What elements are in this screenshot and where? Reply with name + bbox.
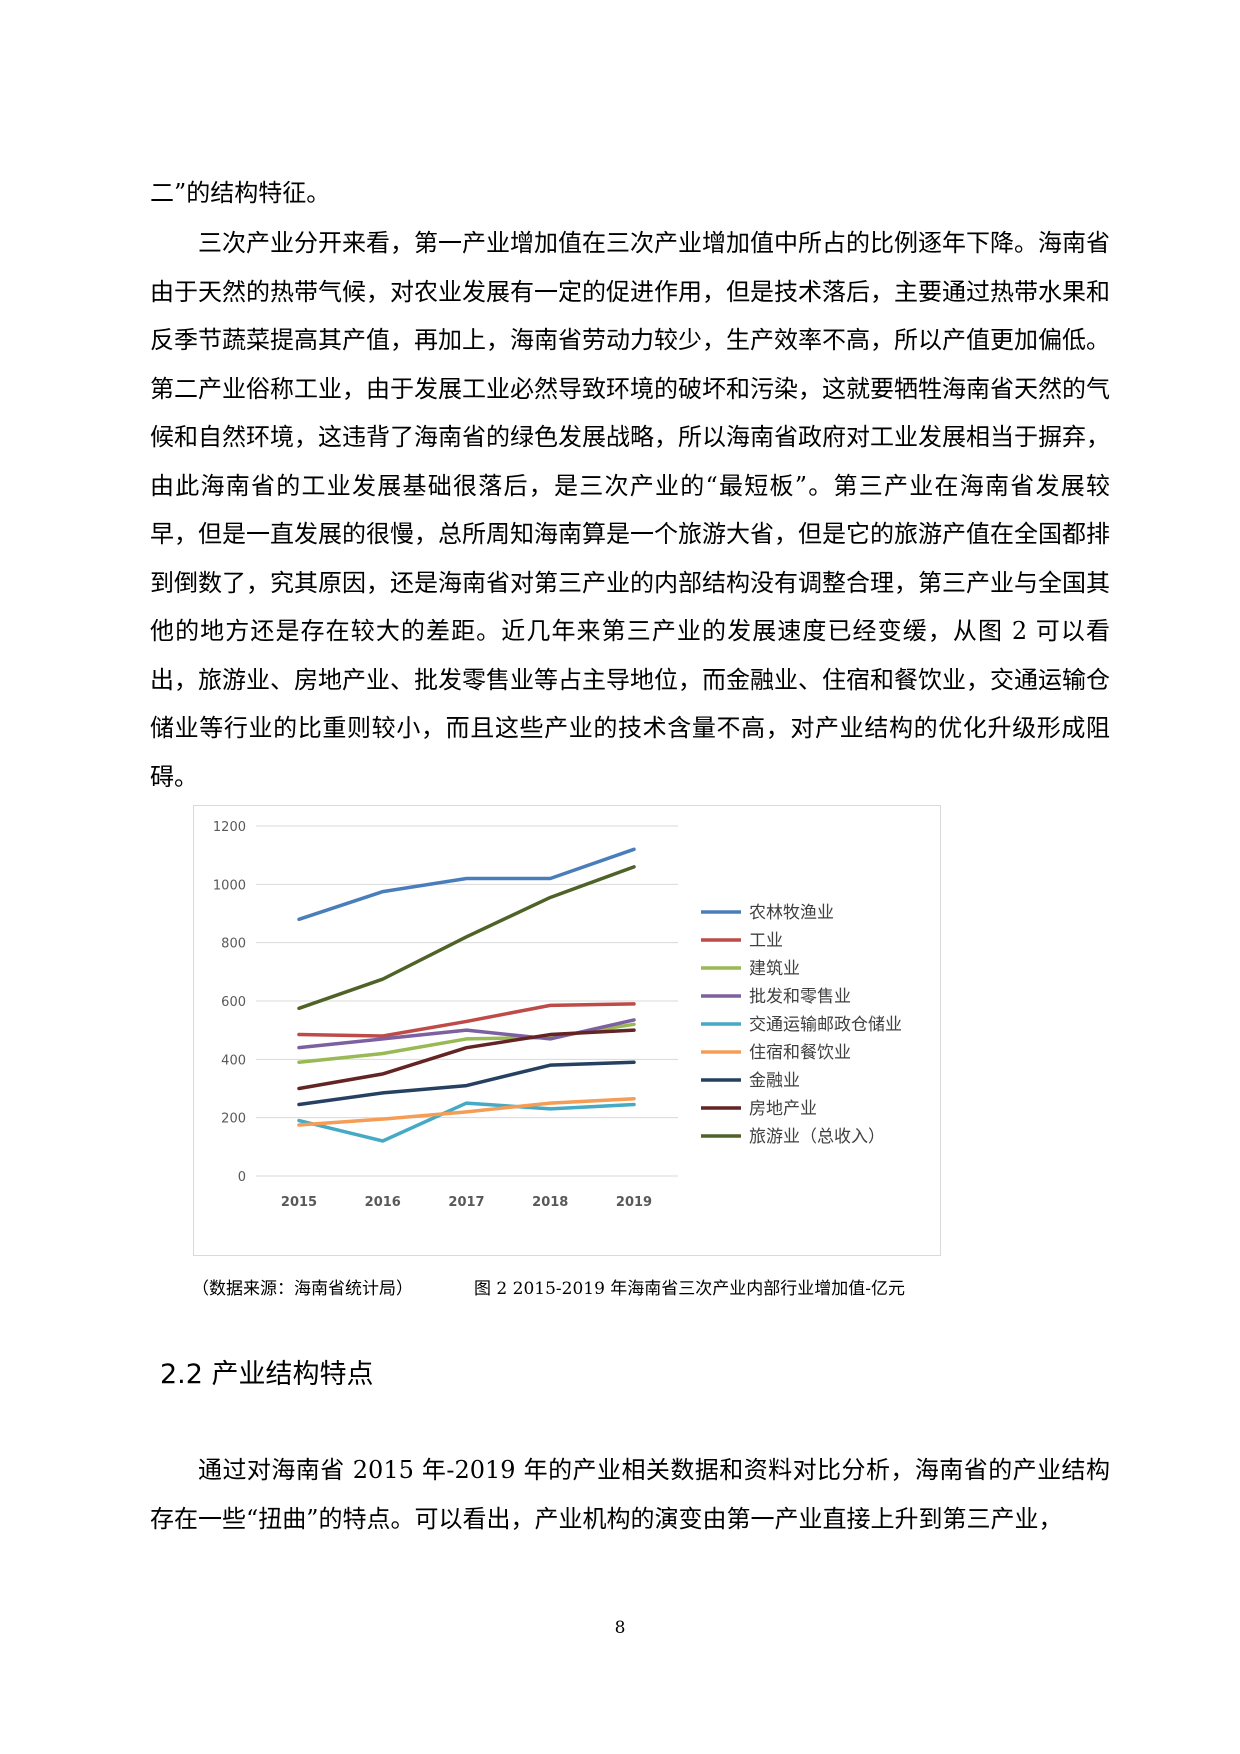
y-tick-label: 600 xyxy=(221,995,246,1010)
x-tick-label: 2015 xyxy=(281,1195,317,1210)
legend-label: 房地产业 xyxy=(749,1099,817,1119)
paragraph-continuation: 二”的结构特征。 xyxy=(150,179,331,207)
y-tick-label: 0 xyxy=(238,1170,246,1185)
legend-label: 旅游业（总收入） xyxy=(749,1127,885,1147)
series-line xyxy=(297,1002,636,1038)
legend-label: 交通运输邮政仓储业 xyxy=(749,1015,902,1035)
paragraph-tertiary-industry: 三次产业分开来看，第一产业增加值在三次产业增加值中所占的比例逐年下降。海南省由于… xyxy=(150,229,1110,791)
paragraph-structure-features: 通过对海南省 2015 年-2019 年的产业相关数据和资料对比分析，海南省的产… xyxy=(150,1456,1110,1533)
x-tick-label: 2019 xyxy=(616,1195,652,1210)
legend-label: 工业 xyxy=(749,931,783,951)
y-tick-label: 400 xyxy=(221,1053,246,1068)
x-tick-label: 2017 xyxy=(448,1195,484,1210)
y-tick-label: 800 xyxy=(221,937,246,952)
y-tick-label: 1000 xyxy=(213,878,246,893)
x-tick-label: 2018 xyxy=(532,1195,568,1210)
line-chart: 0 200 400 600 800 1000 1200 2015 2016 2017 2018 201… xyxy=(193,805,941,1256)
figure-caption: 图 2 2015-2019 年海南省三次产业内部行业增加值-亿元 xyxy=(474,1279,906,1299)
series-line xyxy=(297,847,636,922)
series-line xyxy=(297,1060,636,1107)
legend-label: 住宿和餐饮业 xyxy=(749,1043,851,1063)
legend-label: 批发和零售业 xyxy=(749,987,851,1007)
x-tick-label: 2016 xyxy=(365,1195,401,1210)
y-tick-label: 200 xyxy=(221,1112,246,1127)
series-line xyxy=(297,1096,636,1127)
legend-label: 金融业 xyxy=(749,1071,800,1091)
caption-source: （数据来源：海南省统计局） xyxy=(192,1279,413,1299)
page-number: 8 xyxy=(614,1618,626,1638)
legend-label: 农林牧渔业 xyxy=(749,903,834,923)
chart-svg: 0 200 400 600 800 1000 1200 2015 2016 2017 2018 201… xyxy=(213,820,902,1210)
y-tick-label: 1200 xyxy=(213,820,246,835)
series-line xyxy=(297,1101,636,1143)
series-line xyxy=(297,1028,636,1091)
legend-label: 建筑业 xyxy=(749,959,800,979)
series-line xyxy=(297,865,636,1011)
section-heading: 2.2 产业结构特点 xyxy=(160,1359,374,1390)
